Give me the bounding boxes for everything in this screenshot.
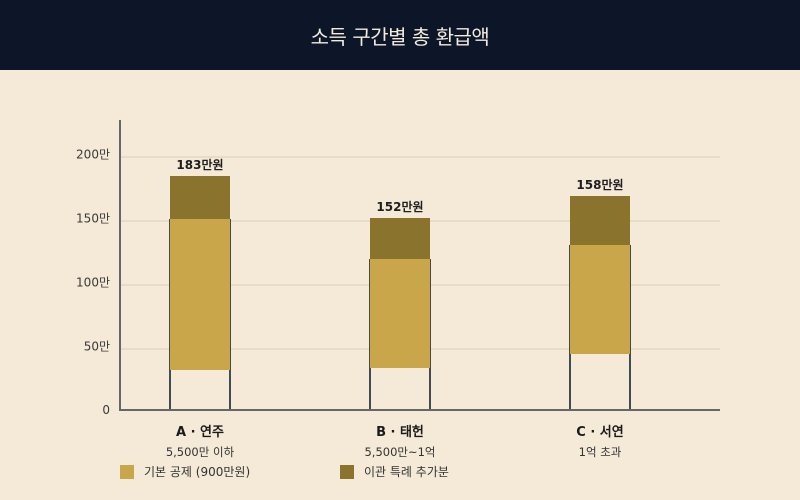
bar-a-value-label: 183만원 xyxy=(176,158,224,172)
y-tick-150: 150만 xyxy=(76,211,110,226)
bar-b-value-label: 152만원 xyxy=(376,200,424,214)
legend-label-extra: 이관 특례 추가분 xyxy=(364,465,449,479)
category-c-range: 1억 초과 xyxy=(578,445,622,459)
bar-c-base-segment xyxy=(570,245,630,354)
category-b-name: B · 태헌 xyxy=(376,425,424,440)
chart-title: 소득 구간별 총 환급액 xyxy=(310,24,490,49)
bar-c-value-label: 158만원 xyxy=(576,178,624,192)
y-tick-200: 200만 xyxy=(76,147,110,162)
category-a: A · 연주 5,500만 이하 xyxy=(130,421,270,460)
x-axis xyxy=(119,409,720,411)
legend-item-base: 기본 공제 (900만원) xyxy=(120,463,250,480)
legend-label-base: 기본 공제 (900만원) xyxy=(144,465,251,479)
stacked-bar-chart: 0 50만 100만 150만 200만 183만원 152만원 158만원 A… xyxy=(0,70,800,500)
y-axis xyxy=(119,120,121,411)
bar-c-extra-segment xyxy=(570,196,630,245)
legend-swatch-extra xyxy=(340,464,354,479)
y-tick-100: 100만 xyxy=(76,275,110,290)
category-a-name: A · 연주 xyxy=(176,425,224,440)
title-bar: 소득 구간별 총 환급액 xyxy=(0,0,800,70)
category-a-range: 5,500만 이하 xyxy=(165,445,235,459)
category-c: C · 서연 1억 초과 xyxy=(530,421,670,460)
bar-b-extra-segment xyxy=(370,218,430,259)
category-b-range: 5,500만~1억 xyxy=(364,445,436,459)
gridline-200 xyxy=(121,156,720,158)
bar-a-base-segment xyxy=(170,219,230,370)
category-b: B · 태헌 5,500만~1억 xyxy=(330,421,470,460)
bar-a-extra-segment xyxy=(170,176,230,219)
y-tick-50: 50만 xyxy=(83,339,110,354)
legend-swatch-base xyxy=(120,464,134,479)
legend-item-extra: 이관 특례 추가분 xyxy=(340,463,449,480)
bar-b-base-segment xyxy=(370,259,430,368)
y-tick-0: 0 xyxy=(102,403,110,417)
category-c-name: C · 서연 xyxy=(576,425,624,440)
